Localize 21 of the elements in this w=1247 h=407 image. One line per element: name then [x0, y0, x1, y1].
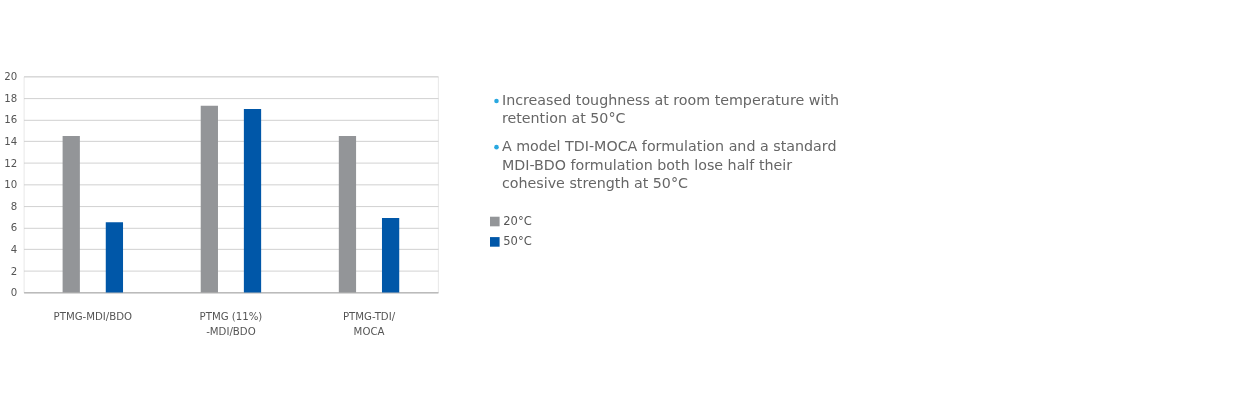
legend-label: 50°C	[503, 234, 532, 249]
y-tick-label: 8	[10, 200, 18, 212]
bar	[381, 217, 400, 293]
text: A model TDI-MOCA formulation and a standard MDI-BDO formulation both lose half their cohesive strength at 50°C	[501, 138, 837, 191]
y-tick-label: 4	[10, 244, 18, 256]
y-tick-label: 12	[4, 157, 18, 169]
y-tick-label: 18	[4, 92, 18, 104]
x-tick-label: PTMG-TDI/ MOCA	[342, 311, 396, 337]
y-tick-label: 6	[10, 222, 18, 234]
text: Increased toughness at room temperature with retention at 50°C	[501, 92, 839, 127]
x-tick-label: PTMG (11%) -MDI/BDO	[199, 311, 263, 337]
legend-label: 20°C	[503, 213, 532, 228]
bar	[243, 108, 262, 293]
y-tick-label: 20	[4, 71, 18, 83]
y-tick-label: 2	[10, 265, 18, 277]
y-tick-label: 10	[4, 179, 18, 191]
bar	[105, 222, 124, 293]
y-tick-label: 14	[4, 136, 18, 148]
x-tick-label: PTMG-MDI/BDO	[53, 311, 133, 322]
y-tick-label: 0	[10, 287, 18, 299]
y-tick-label: 16	[4, 114, 18, 126]
